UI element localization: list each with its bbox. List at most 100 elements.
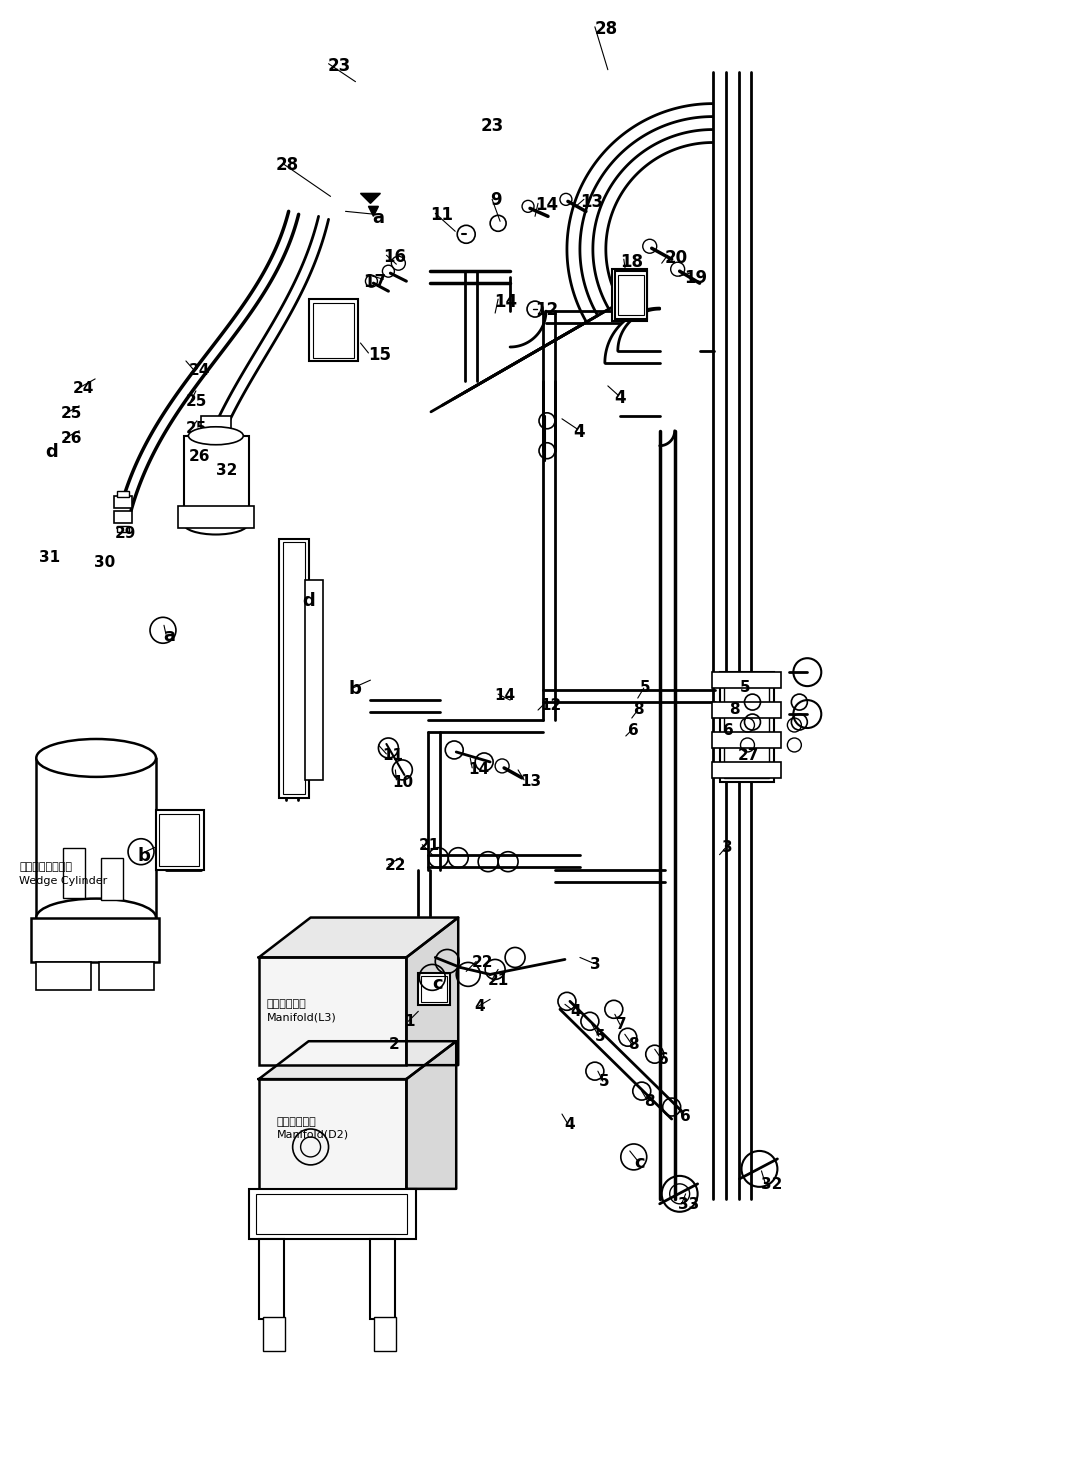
Text: 8: 8	[633, 703, 643, 717]
Text: 3: 3	[722, 840, 732, 854]
Bar	[117, 526, 129, 532]
Text: 16: 16	[384, 249, 407, 267]
Text: 21: 21	[488, 974, 509, 988]
Bar	[615, 273, 643, 317]
Text: 13: 13	[520, 773, 542, 790]
Text: 5: 5	[739, 681, 750, 695]
Text: a: a	[373, 209, 385, 227]
Bar	[375, 1317, 397, 1351]
Ellipse shape	[183, 513, 249, 535]
Text: 5: 5	[595, 1030, 606, 1044]
Text: 6: 6	[680, 1109, 690, 1124]
Text: 22: 22	[472, 956, 494, 971]
Bar	[712, 732, 782, 748]
Bar	[178, 505, 254, 527]
Text: 3: 3	[590, 957, 601, 972]
Text: 25: 25	[186, 393, 207, 409]
Bar	[313, 303, 354, 358]
Bar	[712, 703, 782, 717]
Text: 27: 27	[738, 748, 759, 763]
Bar	[712, 762, 782, 778]
Polygon shape	[368, 206, 378, 217]
Text: 2: 2	[388, 1037, 399, 1052]
Bar	[304, 580, 323, 779]
Text: 9: 9	[490, 191, 501, 209]
Bar	[114, 511, 132, 523]
Bar	[258, 957, 407, 1065]
Bar	[184, 436, 249, 526]
Ellipse shape	[36, 899, 156, 937]
Text: 22: 22	[385, 857, 405, 872]
Bar	[258, 1080, 407, 1189]
Text: 5: 5	[598, 1074, 609, 1089]
Bar	[419, 974, 450, 1005]
Text: 8: 8	[628, 1037, 639, 1052]
Bar	[117, 491, 129, 496]
Text: c: c	[433, 975, 443, 993]
Bar	[99, 962, 154, 990]
Polygon shape	[258, 918, 458, 957]
Text: 14: 14	[494, 688, 516, 703]
Text: 5: 5	[640, 681, 651, 695]
Text: 24: 24	[189, 362, 210, 379]
Bar	[36, 962, 92, 990]
Polygon shape	[407, 918, 458, 1065]
Text: 4: 4	[564, 1117, 574, 1133]
Text: 24: 24	[73, 382, 95, 396]
Text: 14: 14	[535, 196, 558, 215]
Bar	[258, 1239, 283, 1318]
Bar	[156, 810, 204, 869]
Text: 17: 17	[363, 273, 387, 292]
Bar	[279, 539, 308, 798]
Text: 29: 29	[116, 526, 136, 541]
Bar	[371, 1239, 396, 1318]
Text: 7: 7	[616, 1018, 627, 1033]
Bar	[618, 275, 644, 315]
Bar	[101, 857, 123, 900]
Text: 26: 26	[189, 449, 210, 464]
Text: 6: 6	[657, 1052, 668, 1068]
Text: 33: 33	[678, 1198, 699, 1212]
Bar	[249, 1189, 416, 1239]
Text: 13: 13	[580, 193, 603, 212]
Bar	[308, 299, 359, 361]
Text: Wedge Cylinder: Wedge Cylinder	[20, 875, 108, 885]
Text: 6: 6	[628, 723, 639, 738]
Bar	[615, 271, 646, 320]
Text: b: b	[349, 681, 362, 698]
Text: Manifold(L3): Manifold(L3)	[267, 1012, 337, 1022]
Bar	[422, 977, 447, 1002]
Text: 11: 11	[431, 206, 453, 224]
Text: d: d	[46, 443, 58, 461]
Text: 18: 18	[620, 253, 643, 271]
Text: 15: 15	[368, 346, 391, 364]
Bar	[611, 270, 646, 321]
Text: 28: 28	[595, 19, 618, 38]
Text: 23: 23	[328, 57, 351, 75]
Text: 1: 1	[404, 1015, 415, 1030]
Text: 12: 12	[535, 300, 558, 320]
Bar	[114, 495, 132, 508]
Text: 4: 4	[474, 999, 485, 1015]
Text: 4: 4	[570, 1005, 581, 1019]
Text: 11: 11	[383, 748, 403, 763]
Text: 31: 31	[39, 551, 60, 566]
Ellipse shape	[189, 427, 243, 445]
Text: 12: 12	[540, 698, 561, 713]
Text: 28: 28	[276, 156, 299, 174]
Text: 30: 30	[94, 555, 116, 570]
Bar	[159, 813, 198, 866]
Text: Manifold(D2): Manifold(D2)	[277, 1130, 349, 1140]
Text: 6: 6	[723, 723, 734, 738]
Text: 8: 8	[729, 703, 740, 717]
Text: c: c	[633, 1153, 644, 1173]
Text: マニホールド: マニホールド	[277, 1117, 316, 1127]
Text: マニホールド: マニホールド	[267, 999, 306, 1009]
Text: a: a	[164, 627, 175, 645]
Text: 10: 10	[392, 775, 413, 790]
Polygon shape	[258, 1041, 457, 1080]
Text: 32: 32	[216, 463, 238, 477]
Text: 21: 21	[419, 838, 439, 853]
Text: 25: 25	[186, 421, 207, 436]
Bar	[719, 672, 774, 782]
